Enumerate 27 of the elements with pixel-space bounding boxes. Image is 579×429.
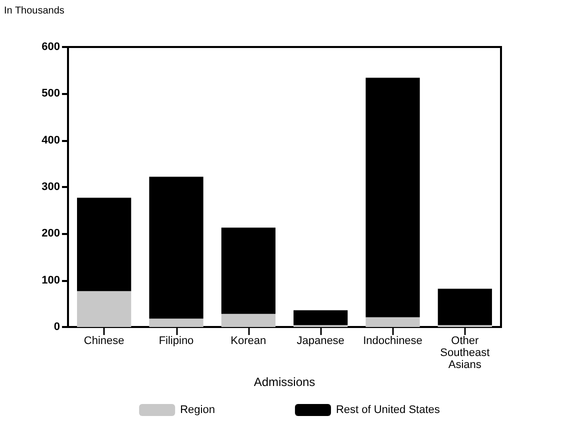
legend-label: Region xyxy=(180,404,215,416)
bar xyxy=(366,317,420,327)
bar xyxy=(77,291,132,327)
bar xyxy=(149,176,204,319)
bar xyxy=(366,78,420,318)
x-tick-label: Korean xyxy=(230,335,266,347)
y-tick-label: 500 xyxy=(42,88,60,100)
x-tick-label: Other Southeast Asians xyxy=(440,335,490,371)
bar xyxy=(221,314,276,327)
legend-label: Rest of United States xyxy=(336,404,440,416)
y-tick-label: 300 xyxy=(42,181,60,193)
bar xyxy=(294,310,348,326)
bar xyxy=(221,228,276,314)
x-tick-label: Filipino xyxy=(158,335,194,347)
x-tick-label: Chinese xyxy=(84,335,124,347)
y-axis-title: In Thousands xyxy=(4,6,64,16)
bar xyxy=(77,198,132,292)
y-tick-label: 600 xyxy=(42,41,60,53)
x-axis-title: Admissions xyxy=(254,374,316,389)
bar xyxy=(438,288,492,326)
x-tick-label: Indochinese xyxy=(363,335,422,347)
y-tick-label: 400 xyxy=(42,134,60,146)
y-tick-label: 200 xyxy=(42,228,60,240)
y-tick-label: 0 xyxy=(54,321,60,333)
bar xyxy=(149,318,204,327)
x-tick-label: Japanese xyxy=(296,335,344,347)
y-tick-label: 100 xyxy=(42,274,60,286)
